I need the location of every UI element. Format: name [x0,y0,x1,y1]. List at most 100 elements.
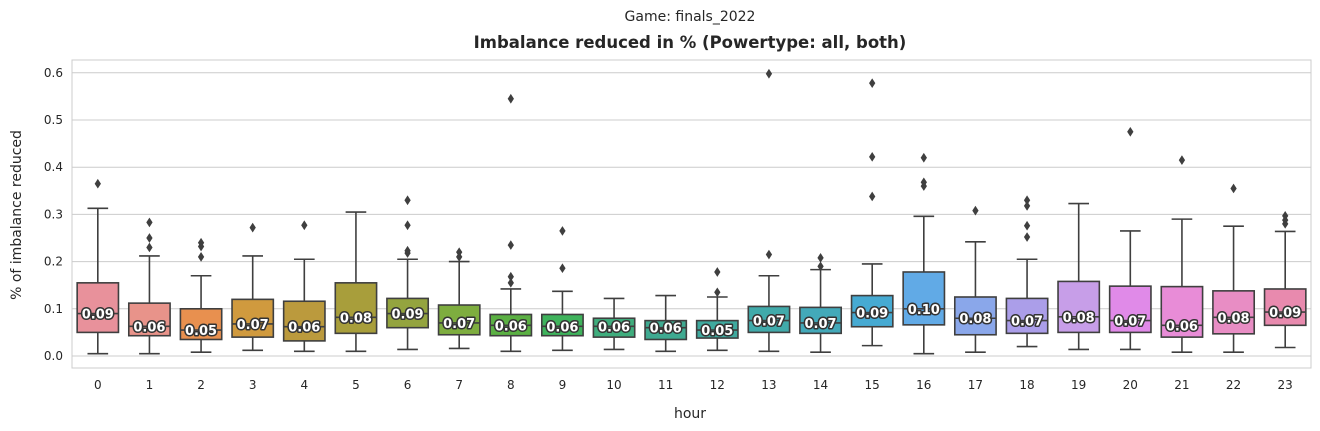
box-iqr [1057,280,1101,334]
box-iqr [1263,288,1307,327]
x-tick-label: 5 [352,378,360,392]
outlier-point [714,287,721,298]
outlier-point [869,78,876,89]
box-iqr [179,307,223,341]
outlier-point [404,245,411,256]
x-tick-label: 4 [300,378,308,392]
outlier-point [456,247,463,257]
median-label: 0.06 [598,320,630,335]
outlier-point [1023,232,1031,242]
box-iqr [1160,285,1204,338]
chart-title: Imbalance reduced in % (Powertype: all, … [474,33,907,52]
outlier-point [869,151,876,162]
box-hour-19: 0.08 [1057,202,1101,351]
median-label: 0.07 [1011,315,1043,330]
y-tick-label: 0.1 [44,302,63,316]
box-iqr [127,302,171,337]
outlier-point [714,267,721,277]
x-tick-label: 7 [455,378,463,392]
chart-suptitle: Game: finals_2022 [625,9,756,25]
grid-layer [72,72,1311,357]
box-iqr [76,282,120,334]
x-tick-label: 9 [559,378,567,392]
outlier-point [1023,220,1031,231]
box-iqr [644,319,688,341]
box-iqr [747,305,791,334]
box-iqr [1108,285,1152,334]
outlier-point [817,261,824,272]
median-label: 0.09 [82,308,114,323]
outlier-point [404,195,411,206]
median-label: 0.09 [856,307,888,322]
box-hour-22: 0.08 [1212,183,1256,354]
x-tick-label: 16 [916,378,931,392]
outlier-point [507,278,514,288]
median-label: 0.07 [753,315,785,330]
median-label: 0.08 [1218,311,1250,326]
box-hour-5: 0.08 [334,211,378,353]
outlier-point [559,263,566,274]
box-iqr [1005,297,1049,335]
median-label: 0.05 [701,324,733,339]
x-tick-label: 10 [606,378,621,392]
median-label: 0.07 [443,317,475,332]
x-tick-label: 20 [1123,378,1138,392]
y-axis-label: % of imbalance reduced [9,130,25,300]
outlier-point [197,252,205,262]
y-tick-label: 0.3 [44,207,63,221]
median-label: 0.07 [1114,315,1146,330]
box-iqr [231,298,275,338]
box-hour-11: 0.06 [644,294,688,353]
median-label: 0.08 [1063,311,1095,326]
median-label: 0.07 [237,318,269,333]
outlier-point [1023,195,1031,206]
box-hour-23: 0.09 [1263,210,1307,349]
box-iqr [334,282,378,335]
outlier-point [249,222,256,233]
x-tick-label: 6 [404,378,412,392]
y-tick-label: 0.2 [44,255,63,269]
box-hour-8: 0.06 [489,93,533,353]
outlier-point [146,233,153,243]
median-label: 0.06 [495,319,527,334]
median-label: 0.06 [133,320,165,335]
outlier-point [559,226,566,236]
box-iqr [282,300,326,342]
outlier-point [1023,201,1031,211]
x-tick-label: 23 [1278,378,1293,392]
box-hour-9: 0.06 [540,226,584,352]
median-label: 0.06 [288,321,320,336]
median-label: 0.06 [650,322,682,337]
box-hour-21: 0.06 [1160,155,1204,354]
median-label: 0.08 [959,312,991,327]
box-iqr [1212,290,1256,335]
x-tick-label: 0 [94,378,102,392]
outlier-point [1127,126,1134,137]
outlier-point [146,217,153,228]
x-tick-label: 14 [813,378,828,392]
box-hour-1: 0.06 [127,217,171,355]
box-layer: 0.09 0.06 0.05 0.07 0.06 0.08 0.09 0.07 0.06 0.06… [76,68,1307,355]
median-label: 0.10 [908,303,940,318]
x-tick-label: 21 [1174,378,1189,392]
y-tick-label: 0.0 [44,349,63,363]
outlier-point [507,240,514,250]
outlier-point [1230,183,1237,194]
box-hour-17: 0.08 [953,205,997,354]
box-iqr [850,294,894,328]
box-hour-2: 0.05 [179,237,223,354]
box-iqr [540,313,584,337]
box-hour-0: 0.09 [76,178,120,355]
outlier-point [920,152,927,163]
box-iqr [437,304,481,336]
x-tick-label: 2 [197,378,205,392]
median-label: 0.06 [546,320,578,335]
box-hour-12: 0.05 [695,267,739,352]
outlier-point [920,177,927,188]
outlier-point [507,93,514,104]
outlier-point [1178,155,1186,165]
box-iqr [799,306,843,335]
x-axis-label: hour [674,406,706,422]
x-tick-label: 3 [249,378,257,392]
box-hour-14: 0.07 [799,252,843,354]
